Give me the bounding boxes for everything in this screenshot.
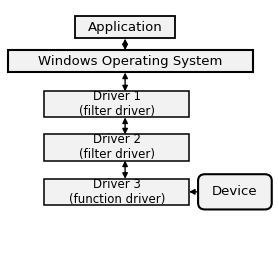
FancyBboxPatch shape xyxy=(44,179,189,205)
Text: Driver 2
(filter driver): Driver 2 (filter driver) xyxy=(79,133,155,162)
Text: Driver 3
(function driver): Driver 3 (function driver) xyxy=(69,178,165,206)
FancyBboxPatch shape xyxy=(75,16,175,39)
FancyBboxPatch shape xyxy=(44,91,189,117)
Text: Driver 1
(filter driver): Driver 1 (filter driver) xyxy=(79,90,155,118)
FancyBboxPatch shape xyxy=(198,174,272,209)
Text: Device: Device xyxy=(212,185,258,198)
FancyBboxPatch shape xyxy=(44,134,189,161)
Text: Windows Operating System: Windows Operating System xyxy=(38,55,223,68)
Text: Application: Application xyxy=(88,21,162,34)
FancyBboxPatch shape xyxy=(8,50,253,72)
